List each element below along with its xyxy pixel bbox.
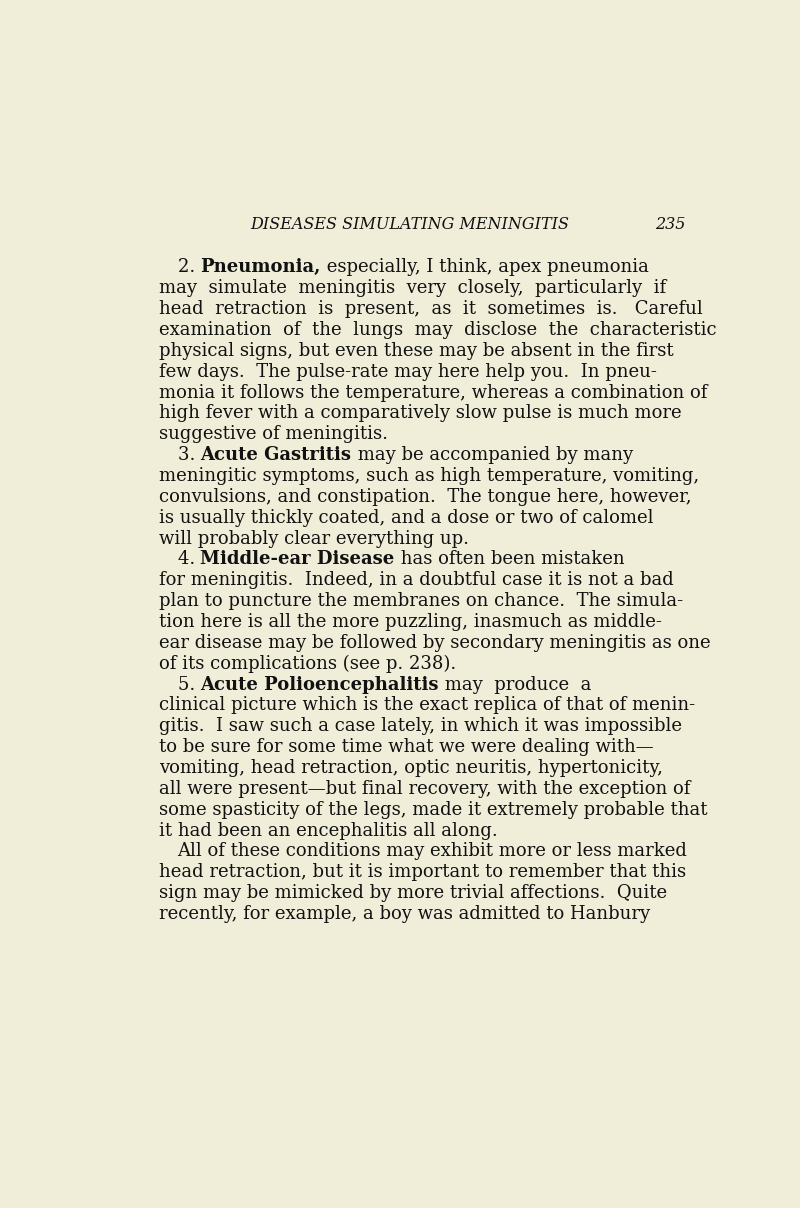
Text: head  retraction  is  present,  as  it  sometimes  is.   Careful: head retraction is present, as it someti… [159,300,702,318]
Text: recently, for example, a boy was admitted to Hanbury: recently, for example, a boy was admitte… [159,905,650,923]
Text: vomiting, head retraction, optic neuritis, hypertonicity,: vomiting, head retraction, optic neuriti… [159,759,662,777]
Text: will probably clear everything up.: will probably clear everything up. [159,529,469,547]
Text: 3.: 3. [178,446,201,464]
Text: suggestive of meningitis.: suggestive of meningitis. [159,425,388,443]
Text: 235: 235 [655,216,686,233]
Text: few days.  The pulse-rate may here help you.  In pneu-: few days. The pulse-rate may here help y… [159,362,657,381]
Text: may be accompanied by many: may be accompanied by many [352,446,633,464]
Text: physical signs, but even these may be absent in the first: physical signs, but even these may be ab… [159,342,674,360]
Text: DISEASES SIMULATING MENINGITIS: DISEASES SIMULATING MENINGITIS [250,216,570,233]
Text: has often been mistaken: has often been mistaken [394,551,624,569]
Text: All of these conditions may exhibit more or less marked: All of these conditions may exhibit more… [178,842,687,860]
Text: convulsions, and constipation.  The tongue here, however,: convulsions, and constipation. The tongu… [159,488,691,506]
Text: plan to puncture the membranes on chance.  The simula-: plan to puncture the membranes on chance… [159,592,683,610]
Text: may  produce  a: may produce a [439,675,591,693]
Text: Middle-ear Disease: Middle-ear Disease [201,551,394,569]
Text: high fever with a comparatively slow pulse is much more: high fever with a comparatively slow pul… [159,405,682,423]
Text: examination  of  the  lungs  may  disclose  the  characteristic: examination of the lungs may disclose th… [159,321,717,339]
Text: all were present—but final recovery, with the exception of: all were present—but final recovery, wit… [159,780,690,797]
Text: to be sure for some time what we were dealing with—: to be sure for some time what we were de… [159,738,654,756]
Text: is usually thickly coated, and a dose or two of calomel: is usually thickly coated, and a dose or… [159,509,654,527]
Text: sign may be mimicked by more trivial affections.  Quite: sign may be mimicked by more trivial aff… [159,884,667,902]
Text: 4.: 4. [178,551,201,569]
Text: may  simulate  meningitis  very  closely,  particularly  if: may simulate meningitis very closely, pa… [159,279,666,297]
Text: it had been an encephalitis all along.: it had been an encephalitis all along. [159,821,498,840]
Text: gitis.  I saw such a case lately, in which it was impossible: gitis. I saw such a case lately, in whic… [159,718,682,736]
Text: for meningitis.  Indeed, in a doubtful case it is not a bad: for meningitis. Indeed, in a doubtful ca… [159,571,674,590]
Text: meningitic symptoms, such as high temperature, vomiting,: meningitic symptoms, such as high temper… [159,467,699,484]
Text: of its complications (see p. 238).: of its complications (see p. 238). [159,655,456,673]
Text: 5.: 5. [178,675,201,693]
Text: 2.: 2. [178,259,201,277]
Text: ear disease may be followed by secondary meningitis as one: ear disease may be followed by secondary… [159,634,710,652]
Text: head retraction, but it is important to remember that this: head retraction, but it is important to … [159,864,686,881]
Text: clinical picture which is the exact replica of that of menin-: clinical picture which is the exact repl… [159,696,695,714]
Text: tion here is all the more puzzling, inasmuch as middle-: tion here is all the more puzzling, inas… [159,612,662,631]
Text: especially, I think, apex pneumonia: especially, I think, apex pneumonia [321,259,649,277]
Text: some spasticity of the legs, made it extremely probable that: some spasticity of the legs, made it ext… [159,801,707,819]
Text: Pneumonia,: Pneumonia, [201,259,321,277]
Text: monia it follows the temperature, whereas a combination of: monia it follows the temperature, wherea… [159,384,707,401]
Text: Acute Polioencephalitis: Acute Polioencephalitis [201,675,439,693]
Text: Acute Gastritis: Acute Gastritis [201,446,352,464]
